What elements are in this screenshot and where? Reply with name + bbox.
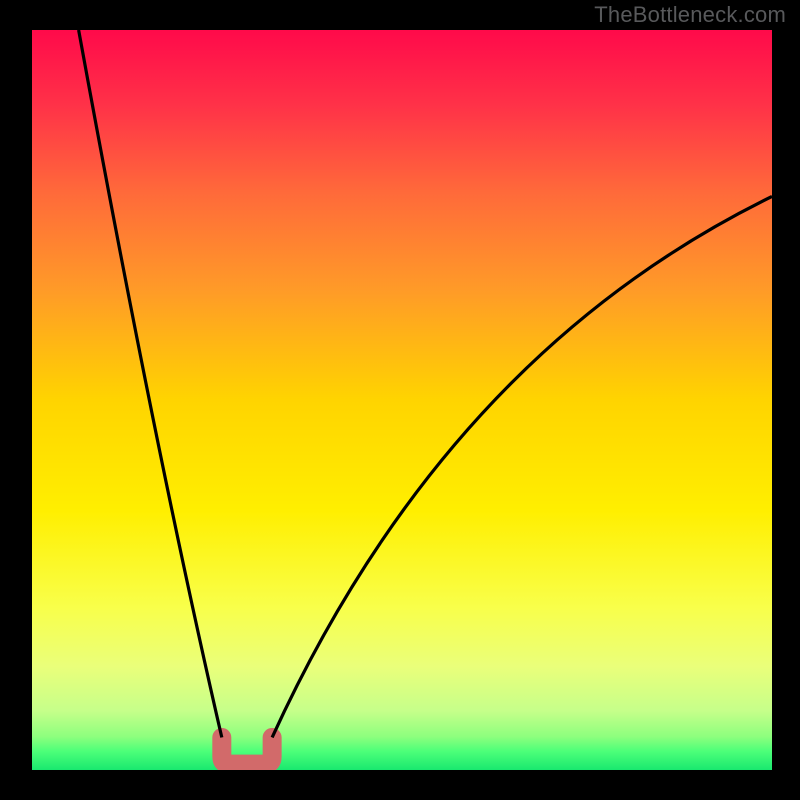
trough-highlight: [222, 737, 272, 764]
bottleneck-curve: [32, 30, 772, 770]
plot-frame: [0, 0, 800, 800]
curve-left: [79, 30, 222, 737]
plot-area: [32, 30, 772, 770]
curve-right: [272, 197, 772, 738]
watermark-text: TheBottleneck.com: [594, 2, 786, 28]
